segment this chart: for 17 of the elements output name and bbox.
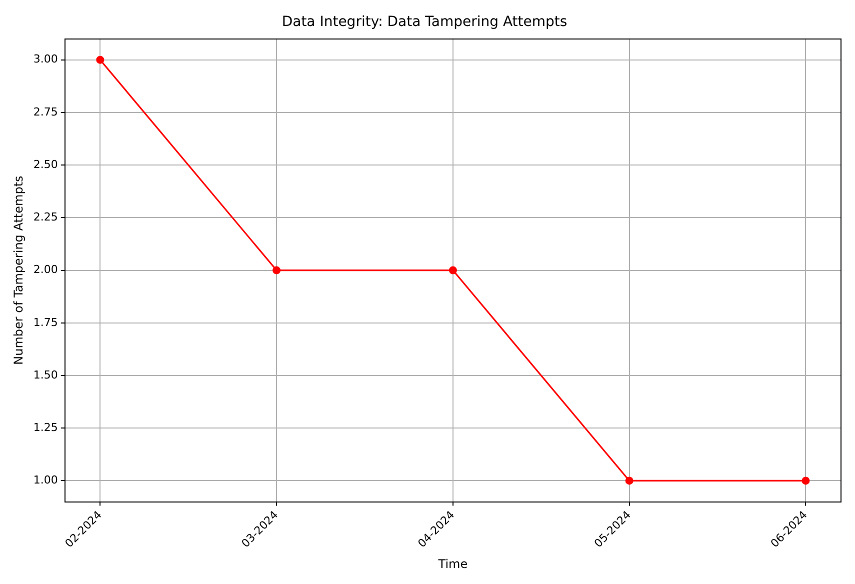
point [96, 56, 104, 64]
y-tick-label: 3.00 [33, 52, 58, 66]
y-tick-label: 1.25 [33, 420, 58, 434]
point [448, 266, 457, 274]
y-tick-label: 1.00 [33, 474, 58, 487]
y-tick-label: 2.00 [33, 263, 58, 276]
x-axis-title: Time [437, 556, 468, 571]
y-tick-label: 2.50 [33, 158, 58, 171]
y-tick-label: 2.25 [33, 210, 58, 224]
y-tick-label: 1.75 [33, 316, 58, 329]
point [272, 266, 281, 274]
y-tick-label: 1.50 [33, 368, 58, 382]
y-tick-label: 2.75 [33, 105, 58, 118]
point [625, 476, 634, 485]
y-axis-title: Number of Tampering Attempts [11, 176, 26, 365]
point [802, 476, 810, 485]
chart-title: Data Integrity: Data Tampering Attempts [282, 14, 568, 30]
